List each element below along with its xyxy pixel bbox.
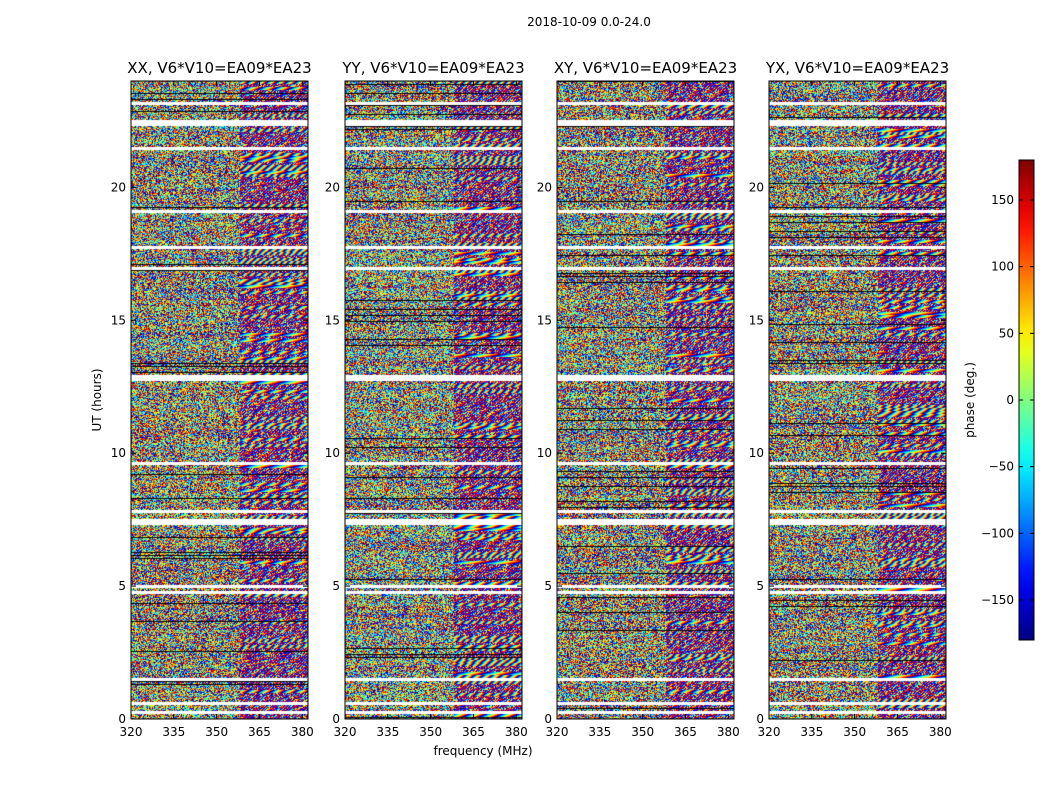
x-tick-label: 320 <box>120 725 143 739</box>
y-tick-label: 10 <box>325 446 340 460</box>
panel-heatmap-2 <box>557 81 734 719</box>
x-tick-label: 335 <box>376 725 399 739</box>
y-tick-label: 20 <box>111 180 126 194</box>
colorbar-tick-label: 100 <box>991 260 1014 274</box>
panel-1: YY, V6*V10=EA09*EA23 320 335 350 365 380 0 5 10 1… <box>325 59 528 739</box>
colorbar: 150 100 50 0 −50 −100 −150 <box>981 159 1035 641</box>
panel-heatmap-3 <box>769 81 946 719</box>
y-tick-label: 10 <box>111 446 126 460</box>
x-tick-label: 320 <box>546 725 569 739</box>
figure-title: 2018-10-09 0.0-24.0 <box>527 15 651 29</box>
x-tick-label: 350 <box>631 725 654 739</box>
x-tick-label: 350 <box>205 725 228 739</box>
x-tick-label: 380 <box>291 725 314 739</box>
panel-frame-1 <box>344 80 523 720</box>
x-tick-label: 335 <box>800 725 823 739</box>
y-tick-label: 15 <box>111 313 126 327</box>
x-tick-label: 365 <box>462 725 485 739</box>
x-tick-label: 365 <box>886 725 909 739</box>
panel-heatmap-1 <box>345 81 522 719</box>
panel-heatmap-0 <box>131 81 308 719</box>
panel-frame-2 <box>556 80 735 720</box>
x-tick-label: 365 <box>248 725 271 739</box>
colorbar-tick-label: −150 <box>981 593 1014 607</box>
y-tick-label: 0 <box>544 712 552 726</box>
colorbar-tick-label: 50 <box>999 326 1014 340</box>
x-axis-label: frequency (MHz) <box>433 744 532 758</box>
y-tick-label: 0 <box>332 712 340 726</box>
y-tick-label: 20 <box>537 180 552 194</box>
y-tick-label: 0 <box>756 712 764 726</box>
y-tick-label: 5 <box>756 579 764 593</box>
y-tick-label: 5 <box>332 579 340 593</box>
colorbar-tick-label: −50 <box>989 460 1014 474</box>
y-tick-label: 10 <box>537 446 552 460</box>
x-tick-label: 380 <box>505 725 528 739</box>
panel-title-1: YY, V6*V10=EA09*EA23 <box>341 59 524 77</box>
x-tick-label: 365 <box>674 725 697 739</box>
y-tick-label: 0 <box>118 712 126 726</box>
x-tick-label: 350 <box>419 725 442 739</box>
y-tick-label: 15 <box>325 313 340 327</box>
y-tick-label: 5 <box>118 579 126 593</box>
colorbar-tick-label: −100 <box>981 526 1014 540</box>
colorbar-label: phase (deg.) <box>963 362 977 438</box>
y-tick-label: 5 <box>544 579 552 593</box>
panel-title-3: YX, V6*V10=EA09*EA23 <box>765 59 949 77</box>
panel-2: XY, V6*V10=EA09*EA23 320 335 350 365 380 0 5 10 1… <box>537 59 740 739</box>
y-tick-label: 15 <box>537 313 552 327</box>
x-tick-label: 335 <box>588 725 611 739</box>
x-tick-label: 320 <box>334 725 357 739</box>
panel-frame-0 <box>130 80 309 720</box>
y-tick-label: 20 <box>749 180 764 194</box>
panel-3: YX, V6*V10=EA09*EA23 320 335 350 365 380 0 5 10 1… <box>749 59 952 739</box>
colorbar-tick-label: 150 <box>991 193 1014 207</box>
x-tick-label: 380 <box>929 725 952 739</box>
panel-title-0: XX, V6*V10=EA09*EA23 <box>127 59 311 77</box>
x-tick-label: 350 <box>843 725 866 739</box>
y-axis-label: UT (hours) <box>90 368 104 431</box>
x-tick-label: 380 <box>717 725 740 739</box>
panels-group: XX, V6*V10=EA09*EA23 320 335 350 365 380 0 5 10 1… <box>111 59 952 739</box>
panel-frame-3 <box>768 80 947 720</box>
panel-0: XX, V6*V10=EA09*EA23 320 335 350 365 380 0 5 10 1… <box>111 59 314 739</box>
y-tick-label: 10 <box>749 446 764 460</box>
x-tick-label: 320 <box>758 725 781 739</box>
y-tick-label: 15 <box>749 313 764 327</box>
colorbar-tick-label: 0 <box>1006 393 1014 407</box>
y-tick-label: 20 <box>325 180 340 194</box>
panel-title-2: XY, V6*V10=EA09*EA23 <box>554 59 737 77</box>
x-tick-label: 335 <box>162 725 185 739</box>
